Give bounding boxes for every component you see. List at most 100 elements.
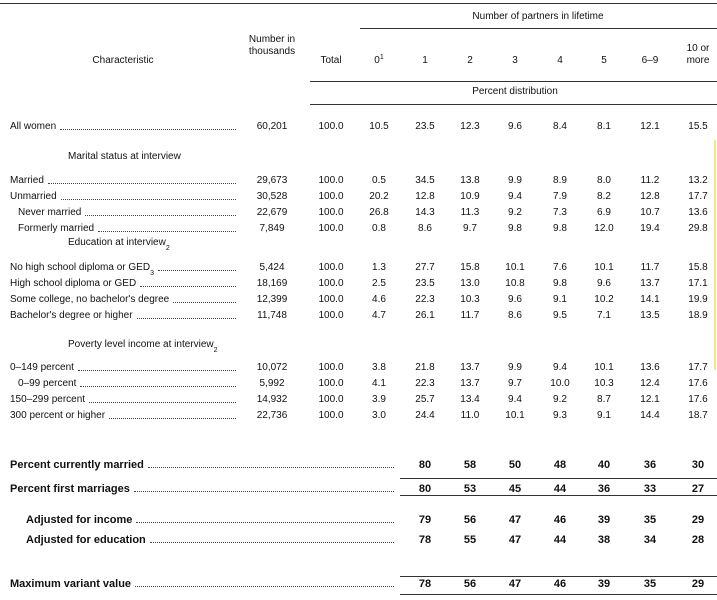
- cell-value: 11,748: [257, 310, 287, 321]
- cell-value: 15.8: [460, 262, 480, 273]
- cell-value: 9.8: [553, 223, 567, 234]
- row-label: High school diploma or GED: [10, 278, 242, 290]
- dot-leader: [109, 418, 236, 419]
- cell-value: 9.4: [553, 362, 567, 373]
- label-text: 0–99 percent: [18, 378, 77, 389]
- row-label: Adjusted for income: [26, 514, 400, 526]
- column-header: 1: [408, 55, 442, 67]
- cell-value: 22,679: [256, 207, 288, 218]
- label-text: Adjusted for income: [26, 514, 133, 526]
- cell-value: 44: [553, 534, 567, 546]
- cell-value: 10.1: [594, 362, 614, 373]
- cell-value: 9.1: [553, 294, 567, 305]
- cell-value: 6.9: [597, 207, 611, 218]
- row-label: All women: [10, 121, 242, 133]
- column-label: 0: [374, 55, 380, 66]
- unit-header: Percent distribution: [472, 86, 558, 97]
- cell-value: 10.1: [505, 410, 525, 421]
- cell-value: 56: [463, 578, 477, 590]
- row-label: No high school diploma or GED 3: [10, 262, 242, 277]
- number-header: Number in thousands: [248, 34, 296, 57]
- section-text: Education at interview: [68, 237, 166, 248]
- cell-value: 7.9: [553, 191, 567, 202]
- row-label: Unmarried: [10, 191, 242, 203]
- cell-value: 9.9: [508, 175, 522, 186]
- row-label: Formerly married: [18, 223, 242, 235]
- dot-leader: [149, 542, 394, 543]
- cell-value: 18.9: [688, 310, 708, 321]
- label-text: Percent first marriages: [10, 483, 130, 495]
- cell-value: 9.7: [463, 223, 477, 234]
- cell-value: 100.0: [318, 262, 344, 273]
- cell-value: 1.3: [372, 262, 386, 273]
- column-label: 3: [512, 55, 518, 66]
- cell-value: 17.1: [688, 278, 708, 289]
- cell-value: 44: [553, 483, 567, 495]
- dot-leader: [47, 183, 236, 184]
- cell-value: 36: [643, 459, 657, 471]
- dot-leader: [173, 302, 236, 303]
- row-label: Percent currently married: [10, 459, 400, 471]
- cell-value: 12.8: [415, 191, 435, 202]
- cell-value: 47: [508, 534, 522, 546]
- cell-value: 8.9: [553, 175, 567, 186]
- cell-value: 8.6: [508, 310, 522, 321]
- row-label: 300 percent or higher: [10, 410, 242, 422]
- cell-value: 100.0: [318, 410, 344, 421]
- cell-value: 100.0: [318, 362, 344, 373]
- cell-value: 100.0: [318, 394, 344, 405]
- cell-value: 10,072: [256, 362, 288, 373]
- cell-value: 12.4: [640, 378, 660, 389]
- cell-value: 29.8: [688, 223, 708, 234]
- column-header: 5: [587, 55, 621, 67]
- cell-value: 100.0: [318, 223, 344, 234]
- cell-value: 53: [463, 483, 477, 495]
- cell-value: 9.6: [597, 278, 611, 289]
- cell-value: 11.7: [640, 262, 660, 273]
- cell-value: 13.4: [460, 394, 480, 405]
- cell-value: 13.6: [688, 207, 708, 218]
- cell-value: 18.7: [688, 410, 708, 421]
- cell-value: 14,932: [256, 394, 288, 405]
- cell-value: 33: [643, 483, 657, 495]
- partners-header: Number of partners in lifetime: [472, 11, 604, 22]
- label-text: All women: [10, 121, 57, 132]
- cell-value: 100.0: [318, 207, 344, 218]
- cell-value: 80: [418, 459, 432, 471]
- cell-value: 14.4: [640, 410, 660, 421]
- cell-value: 4.7: [372, 310, 386, 321]
- cell-value: 3.8: [372, 362, 386, 373]
- cell-value: 17.6: [688, 378, 708, 389]
- cell-value: 9.1: [597, 410, 611, 421]
- cell-value: 12.1: [640, 394, 660, 405]
- cell-value: 22.3: [415, 294, 435, 305]
- total-header: Total: [320, 55, 342, 66]
- cell-value: 10.0: [550, 378, 570, 389]
- cell-value: 11.7: [460, 310, 480, 321]
- cell-value: 9.4: [508, 191, 522, 202]
- cell-value: 20.2: [369, 191, 389, 202]
- section-title: Marital status at interview: [68, 151, 181, 163]
- cell-value: 9.5: [553, 310, 567, 321]
- cell-value: 28: [691, 534, 705, 546]
- cell-value: 100.0: [318, 191, 344, 202]
- cell-value: 30,528: [256, 191, 288, 202]
- cell-value: 29: [691, 514, 705, 526]
- row-label: Bachelor's degree or higher: [10, 310, 242, 322]
- cell-value: 9.9: [508, 362, 522, 373]
- cell-value: 10.5: [369, 121, 389, 132]
- cell-value: 12.8: [640, 191, 660, 202]
- cell-value: 11.0: [460, 410, 480, 421]
- dot-leader: [157, 270, 236, 271]
- cell-value: 46: [553, 578, 567, 590]
- cell-value: 12.3: [460, 121, 480, 132]
- cell-value: 100.0: [318, 294, 344, 305]
- cell-value: 12.1: [640, 121, 660, 132]
- cell-value: 78: [418, 578, 432, 590]
- cell-value: 10.8: [505, 278, 525, 289]
- cell-value: 36: [597, 483, 611, 495]
- cell-value: 11.3: [460, 207, 480, 218]
- cell-value: 9.8: [508, 223, 522, 234]
- cell-value: 13.7: [640, 278, 660, 289]
- cell-value: 15.5: [688, 121, 708, 132]
